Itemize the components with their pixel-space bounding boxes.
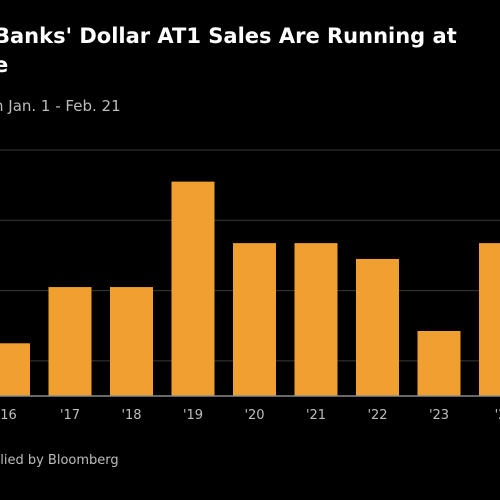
x-tick-label: '20: [244, 408, 264, 423]
x-tick-label: '19: [183, 408, 203, 423]
x-tick-label: '17: [60, 408, 80, 423]
x-tick-label: '2: [495, 408, 500, 423]
chart-subtitle: n Jan. 1 - Feb. 21: [0, 97, 121, 115]
x-tick-label: 16: [0, 408, 17, 423]
chart-title: Banks' Dollar AT1 Sales Are Running at e: [0, 22, 500, 80]
x-tick-label: '23: [429, 408, 449, 423]
bar: [294, 243, 338, 396]
bar: [417, 330, 461, 396]
bar: [233, 243, 276, 396]
bar: [0, 343, 30, 396]
x-tick-label: '22: [367, 408, 387, 423]
x-axis-tick-labels: 16 '17 '18 '19 '20 '21 '22 '23 '2: [0, 408, 500, 423]
bar: [479, 243, 500, 396]
bar: [356, 258, 399, 396]
x-tick-label: '18: [121, 408, 141, 423]
bar: [110, 287, 153, 396]
source-note: plied by Bloomberg: [0, 453, 119, 468]
bar: [48, 287, 92, 396]
chart-title-line-2: e: [0, 53, 9, 77]
bar: [171, 181, 215, 396]
x-tick-label: '21: [306, 408, 326, 423]
bars: [0, 181, 500, 396]
chart-title-line-1: Banks' Dollar AT1 Sales Are Running at: [0, 24, 457, 48]
